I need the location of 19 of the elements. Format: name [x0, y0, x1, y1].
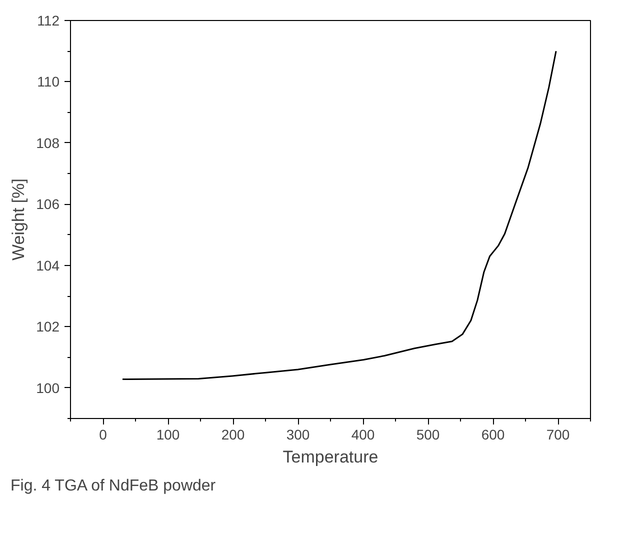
- y-tick-label: 100: [36, 380, 60, 396]
- y-tick-label: 110: [37, 74, 60, 90]
- x-tick-label: 300: [286, 426, 310, 442]
- x-tick-label: 0: [99, 426, 108, 442]
- y-axis-title: Weight [%]: [9, 178, 28, 260]
- x-tick-label: 200: [221, 426, 245, 442]
- x-tick-label: 600: [481, 426, 505, 442]
- y-tick-label: 102: [36, 318, 60, 335]
- line-series: [122, 50, 557, 380]
- y-tick-label: 112: [37, 12, 60, 28]
- x-tick-label: 500: [416, 426, 440, 442]
- caption: Fig. 4 TGA of NdFeB powder: [10, 478, 216, 494]
- y-tick-label: 108: [36, 134, 60, 151]
- x-axis-title: Temperature: [282, 448, 378, 466]
- x-tick-label: 100: [156, 426, 180, 442]
- y-tick-label: 104: [36, 257, 60, 274]
- x-tick-label: 400: [351, 426, 375, 442]
- y-tick-label: 106: [36, 196, 60, 212]
- x-tick-label: 700: [546, 426, 570, 442]
